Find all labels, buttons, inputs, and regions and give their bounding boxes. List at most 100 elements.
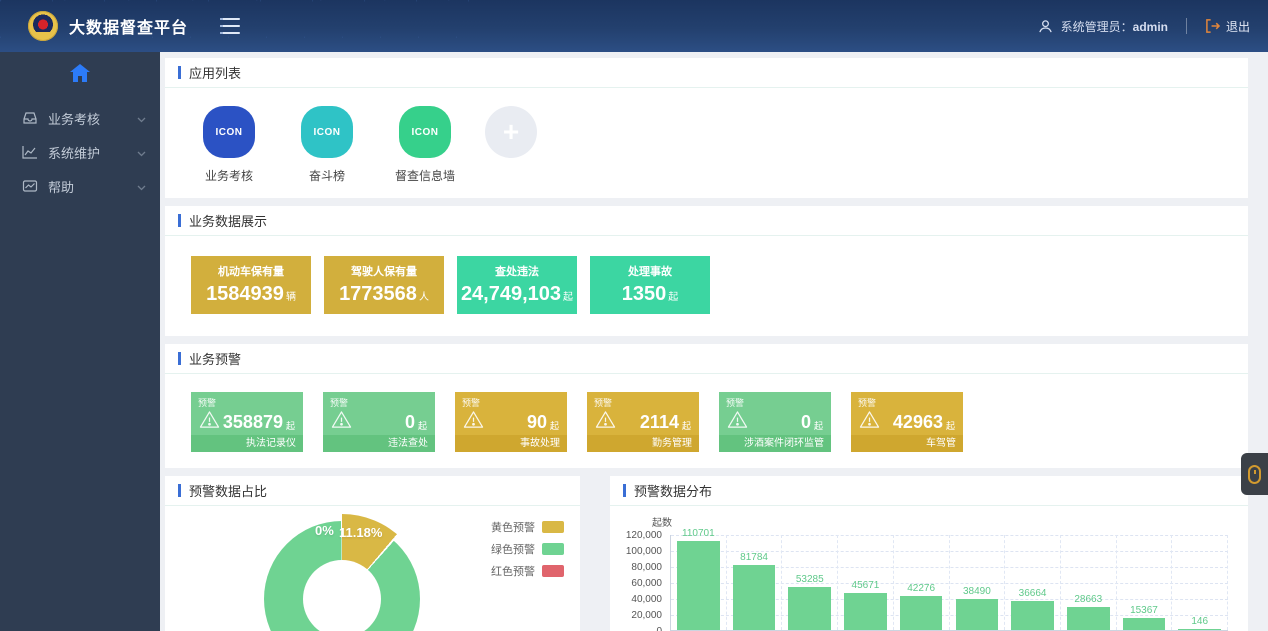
warning-category-label: 事故处理 — [455, 435, 567, 452]
pie-legend: 黄色预警绿色预警红色预警 — [491, 519, 564, 585]
bar-value-label: 38490 — [962, 586, 991, 598]
y-tick-label: 100,000 — [625, 546, 662, 557]
legend-swatch — [542, 521, 564, 533]
warning-main: 42963 起 — [851, 409, 963, 434]
data-card-unit: 人 — [418, 292, 429, 303]
warning-tag: 预警 — [594, 398, 613, 408]
warning-card[interactable]: 预警 358879 起执法记录仪 — [191, 392, 303, 452]
y-tick-label: 40,000 — [631, 594, 662, 605]
panel-title-bar: 预警数据分布 — [634, 484, 713, 499]
legend-item[interactable]: 红色预警 — [491, 563, 564, 579]
warning-cards-row: 预警 358879 起执法记录仪 预警 0 起违法查处 预警 90 起事故处理 预警 2114 起勤务… — [165, 374, 1248, 468]
data-card[interactable]: 机动车保有量 1584939 辆 — [191, 256, 311, 314]
bar-value-label: 81784 — [740, 551, 768, 563]
warning-card[interactable]: 预警 0 起涉酒案件闭环监管 — [719, 392, 831, 452]
warning-tag: 预警 — [198, 398, 217, 408]
bar[interactable] — [1066, 607, 1110, 630]
app-icon[interactable]: ICON — [203, 106, 255, 158]
bar[interactable] — [844, 593, 887, 630]
bar[interactable] — [899, 596, 943, 630]
panel-title-data-display: 业务数据展示 — [189, 214, 268, 229]
sidebar-item-1[interactable]: 系统维护 — [0, 137, 160, 167]
data-card-label: 处理事故 — [628, 266, 672, 278]
app-icon[interactable]: ICON — [301, 106, 353, 158]
warning-card[interactable]: 预警 0 起违法查处 — [323, 392, 435, 452]
bar[interactable] — [955, 599, 999, 630]
bar-cell: 15367 — [1117, 535, 1173, 630]
warning-category-label: 执法记录仪 — [191, 435, 303, 452]
bar-value-label: 146 — [1191, 616, 1209, 628]
y-tick-label: 0 — [656, 626, 662, 631]
title-accent-bar — [178, 66, 181, 79]
sidebar: 业务考核系统维护帮助 — [0, 52, 160, 631]
pie-label-red: 0% — [315, 523, 334, 538]
data-card-value: 24,749,103 起 — [460, 283, 574, 305]
bar-value-label: 45671 — [851, 580, 880, 592]
bar[interactable] — [1178, 629, 1221, 630]
bar-cell: 110701 — [671, 528, 727, 630]
sidebar-item-0[interactable]: 业务考核 — [0, 103, 160, 133]
bar-value-label: 42276 — [907, 583, 936, 595]
panel-head: 业务预警 — [165, 344, 1248, 374]
legend-item[interactable]: 黄色预警 — [491, 519, 564, 535]
app-icon[interactable]: ICON — [399, 106, 451, 158]
bar-cell: 53285 — [782, 535, 839, 630]
app-item: ICON 奋斗榜 — [289, 106, 365, 184]
panel-head: 业务数据展示 — [165, 206, 1248, 236]
warning-tag: 预警 — [726, 398, 745, 408]
bar-cells: 110701 81784 53285 45671 42276 38490 36664 2866… — [671, 528, 1229, 630]
sidebar-home[interactable] — [0, 52, 160, 103]
header-user-area: 系统管理员：admin 退出 — [1038, 18, 1250, 35]
data-card[interactable]: 驾驶人保有量 1773568 人 — [324, 256, 444, 314]
bar[interactable] — [1122, 617, 1166, 630]
warning-category-label: 涉酒案件闭环监管 — [719, 435, 831, 452]
warning-card[interactable]: 预警 2114 起勤务管理 — [587, 392, 699, 452]
data-card[interactable]: 处理事故 1350 起 — [590, 256, 710, 314]
warning-triangle-icon — [199, 410, 220, 434]
user-role-text: 系统管理员：admin — [1060, 19, 1168, 34]
y-tick-label: 80,000 — [631, 562, 662, 573]
add-app-button[interactable]: + — [485, 106, 537, 158]
sidebar-item-2[interactable]: 帮助 — [0, 171, 160, 201]
warning-main: 358879 起 — [191, 409, 303, 434]
chevron-down-icon — [137, 145, 146, 160]
warning-triangle-icon — [859, 410, 880, 434]
warning-card[interactable]: 预警 90 起事故处理 — [455, 392, 567, 452]
bar[interactable] — [732, 564, 776, 630]
bar-cell: 38490 — [950, 535, 1006, 630]
legend-label: 红色预警 — [491, 566, 535, 578]
police-emblem-logo — [28, 11, 58, 41]
data-card-unit: 辆 — [285, 292, 296, 303]
title-accent-bar — [623, 484, 626, 497]
warning-value: 2114 — [639, 411, 679, 432]
donut-hole — [303, 560, 381, 631]
warning-unit: 起 — [945, 420, 955, 431]
pie-label-yellow: 11.18% — [339, 525, 383, 540]
home-icon — [70, 64, 90, 82]
user-icon — [1038, 19, 1052, 32]
bar[interactable] — [788, 587, 832, 630]
bar-y-axis-label: 起数 — [652, 518, 672, 529]
bar-cell: 42276 — [894, 535, 950, 630]
logout-button[interactable]: 退出 — [1205, 18, 1250, 35]
data-card-label: 机动车保有量 — [218, 266, 284, 278]
bar[interactable] — [1011, 600, 1054, 630]
bar[interactable] — [677, 541, 720, 630]
data-card-value: 1350 起 — [621, 283, 679, 305]
panel-head: 预警数据占比 — [165, 476, 580, 506]
legend-label: 黄色预警 — [491, 522, 535, 534]
warning-unit: 起 — [681, 420, 691, 431]
legend-item[interactable]: 绿色预警 — [491, 541, 564, 557]
image-chart-icon — [22, 178, 38, 194]
floating-mouse-widget[interactable] — [1241, 453, 1268, 495]
bar-y-axis: 0 20,000 40,000 60,000 80,000 100,000 120,000 — [622, 530, 670, 631]
data-card[interactable]: 查处违法 24,749,103 起 — [457, 256, 577, 314]
warning-card[interactable]: 预警 42963 起车驾管 — [851, 392, 963, 452]
bar-value-label: 15367 — [1130, 604, 1158, 616]
menu-toggle-icon[interactable] — [220, 18, 241, 34]
warning-value: 0 — [800, 411, 811, 432]
